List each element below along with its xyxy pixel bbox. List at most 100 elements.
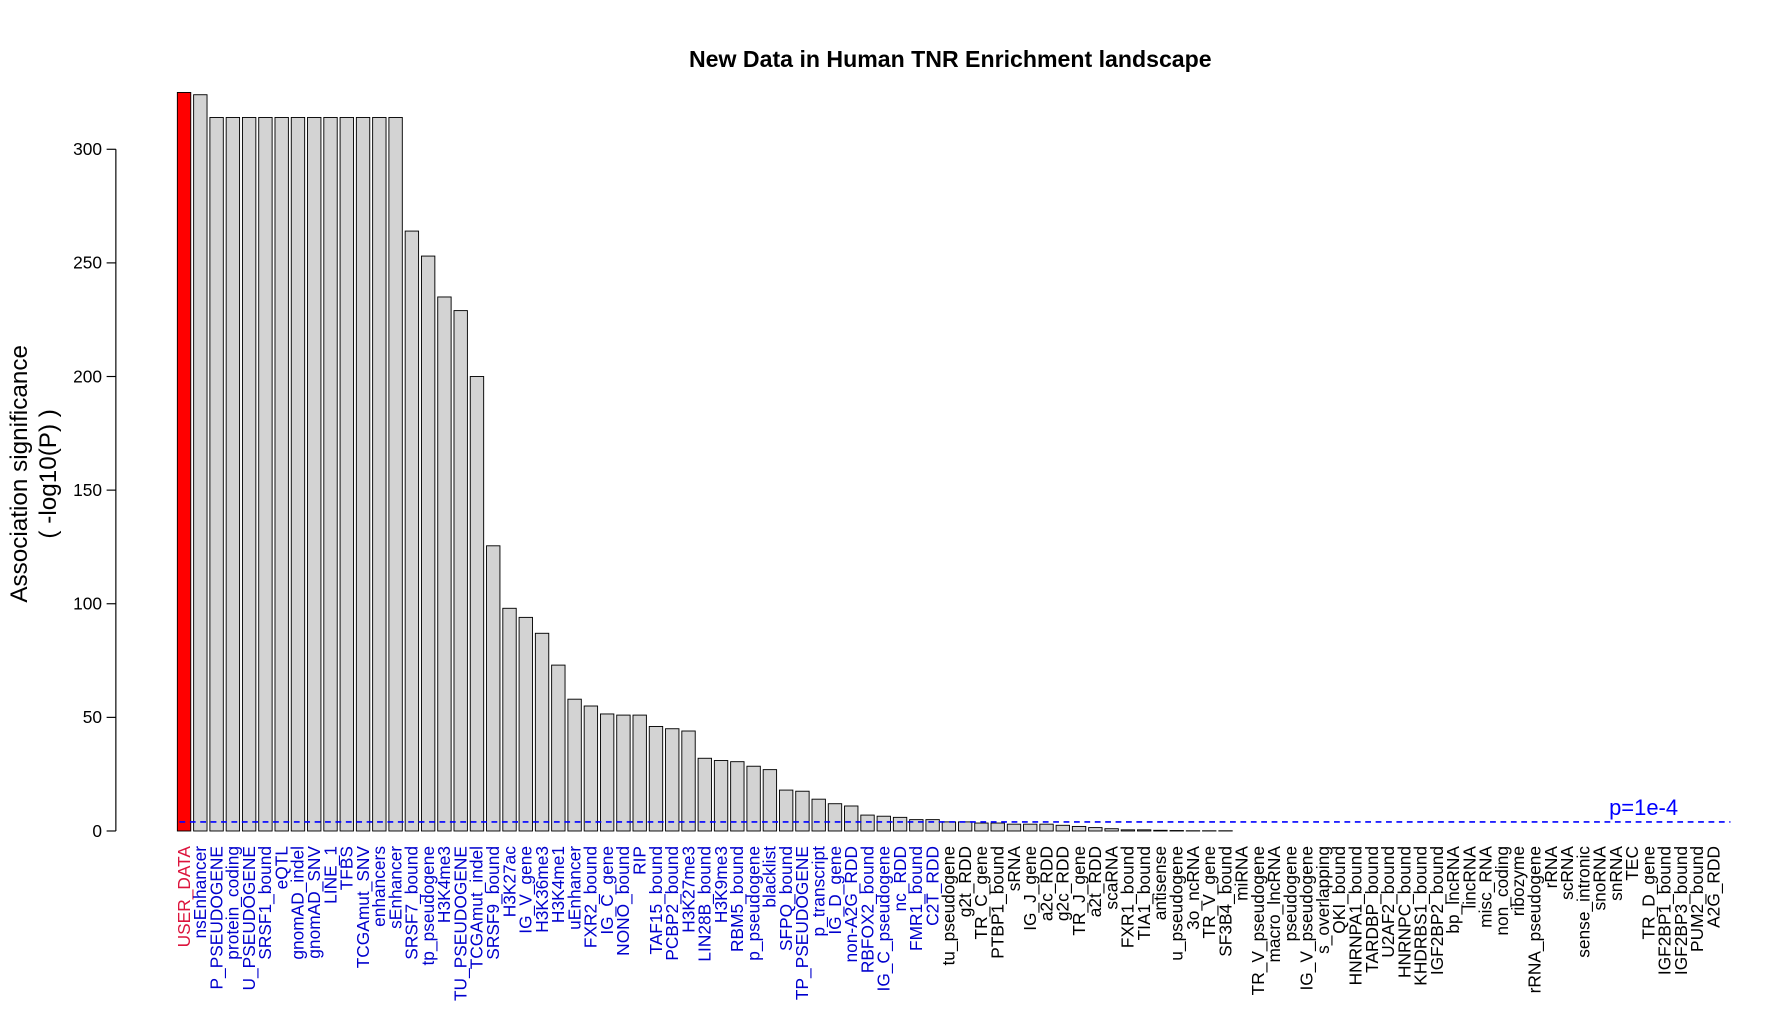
x-tick-label: LINE_1 (320, 846, 340, 904)
bar (307, 116, 322, 832)
x-tick-label: enhancers (369, 846, 389, 927)
bar (1120, 829, 1136, 832)
x-tick-label: a2t_RDD (1085, 846, 1105, 917)
bar (681, 730, 696, 832)
x-tick-label: g2c_RDD (1053, 846, 1073, 921)
x-tick-label: sEnhancer (385, 846, 405, 929)
bar (518, 616, 533, 832)
x-tick-label: RIP (629, 846, 649, 875)
x-tick-label: uEnhancer (564, 846, 584, 930)
x-tick-label: p_pseudogene (743, 846, 763, 961)
bar (583, 705, 599, 832)
bar (1055, 824, 1070, 832)
x-tick-label: TEC (1622, 846, 1642, 881)
x-tick-label: TR_V_gene (1199, 846, 1219, 938)
x-tick-label: miRNA (1232, 846, 1252, 901)
bar (567, 698, 582, 832)
bar (437, 296, 452, 832)
x-tick-label: tp_pseudogene (418, 846, 438, 966)
x-tick-label: gnomAD_SNV (304, 846, 324, 959)
x-tick-label: IG_V_pseudogene (1297, 846, 1317, 991)
x-tick-label: QKI_bound (1329, 846, 1349, 934)
bar (697, 757, 712, 832)
x-tick-label: KHDRBS1_bound (1411, 846, 1431, 986)
bar (469, 376, 485, 832)
bar (225, 116, 241, 832)
x-tick-label: IG_C_pseudogene (874, 846, 894, 991)
x-tick-label: FXR2_bound (581, 846, 601, 948)
x-tick-label: sRNA (1004, 846, 1024, 892)
x-tick-label: H3K9me3 (711, 846, 731, 923)
x-tick-label: scRNA (1557, 846, 1577, 900)
bar (860, 814, 875, 832)
x-tick-label: protein_coding (223, 846, 243, 960)
x-tick-label: PUM2_bound (1687, 846, 1707, 952)
bar (632, 714, 647, 832)
x-tick-label: SRSF1_bound (255, 846, 275, 960)
x-tick-label: FXR1_bound (1118, 846, 1138, 948)
x-tick-label: H3K27ac (499, 846, 519, 918)
bar (990, 822, 1005, 832)
x-tick-label: IG_C_gene (597, 846, 617, 935)
bar (486, 545, 501, 832)
x-tick-label: U_PSEUDOGENE (239, 846, 259, 990)
bar (762, 769, 778, 832)
bar (551, 664, 566, 832)
x-tick-label: nsEnhancer (190, 846, 210, 939)
bar (713, 760, 729, 832)
y-tick-label: 200 (73, 366, 102, 386)
x-tick-label: IGF2BP1_bound (1655, 846, 1675, 975)
bar (648, 725, 664, 832)
bar (372, 116, 387, 832)
x-tick-label: snRNA (1606, 846, 1626, 901)
x-tick-label: TP_PSEUDOGENE (792, 846, 812, 1000)
bar (844, 805, 859, 832)
x-tick-label: PTBP1_bound (987, 846, 1007, 959)
bar (323, 116, 338, 832)
bar (241, 116, 257, 832)
bar (258, 116, 273, 832)
x-tick-label: LIN28B_bound (695, 846, 715, 962)
x-tick-label: p_transcript (808, 846, 828, 937)
bar (1006, 823, 1022, 832)
x-tick-label: C2T_RDD (922, 846, 942, 926)
y-axis-label: ( -log10(P) ) (35, 409, 62, 538)
bar (193, 94, 208, 832)
y-tick-label: 250 (73, 253, 102, 273)
bar (974, 822, 989, 832)
x-tick-label: IGF2BP3_bound (1671, 846, 1691, 975)
x-tick-label: snoRNA (1590, 846, 1610, 911)
threshold-label: p=1e-4 (1609, 795, 1678, 820)
x-tick-label: IG_D_gene (825, 846, 845, 935)
x-tick-label: TCGAmut_indel (467, 846, 487, 969)
x-tick-label: P_PSEUDOGENE (206, 846, 226, 989)
x-tick-label: g2t_RDD (955, 846, 975, 917)
x-tick-label: tu_pseudogene (939, 846, 959, 966)
x-tick-label: TU_PSEUDOGENE (450, 846, 470, 1001)
bar (355, 116, 371, 832)
x-tick-label: TCGAmut_SNV (353, 846, 373, 969)
bar (420, 255, 436, 832)
bar (599, 713, 615, 832)
x-tick-label: H3K36me3 (532, 846, 552, 933)
x-tick-label: non_coding (1492, 846, 1512, 936)
bar (811, 798, 826, 832)
x-tick-label: SFPQ_bound (776, 846, 796, 951)
bar (339, 116, 354, 832)
x-tick-label: TR_J_gene (1069, 846, 1089, 936)
bar (1039, 823, 1054, 832)
bar (290, 116, 306, 832)
x-tick-label: NONO_bound (613, 846, 633, 956)
x-tick-label: TARDBP_bound (1362, 846, 1382, 973)
x-tick-label: rRNA_pseudogene (1524, 846, 1544, 993)
x-tick-label: HNRNPA1_bound (1345, 846, 1365, 985)
x-tick-label: ribozyme (1508, 846, 1528, 916)
x-tick-label: FMR1_bound (906, 846, 926, 951)
bar (730, 761, 745, 832)
bar (502, 607, 517, 832)
bar (388, 116, 403, 832)
x-tick-label: bp_lncRNA (1443, 846, 1463, 934)
bar (925, 819, 940, 832)
bar (404, 230, 420, 832)
x-tick-label: USER_DATA (174, 846, 194, 948)
